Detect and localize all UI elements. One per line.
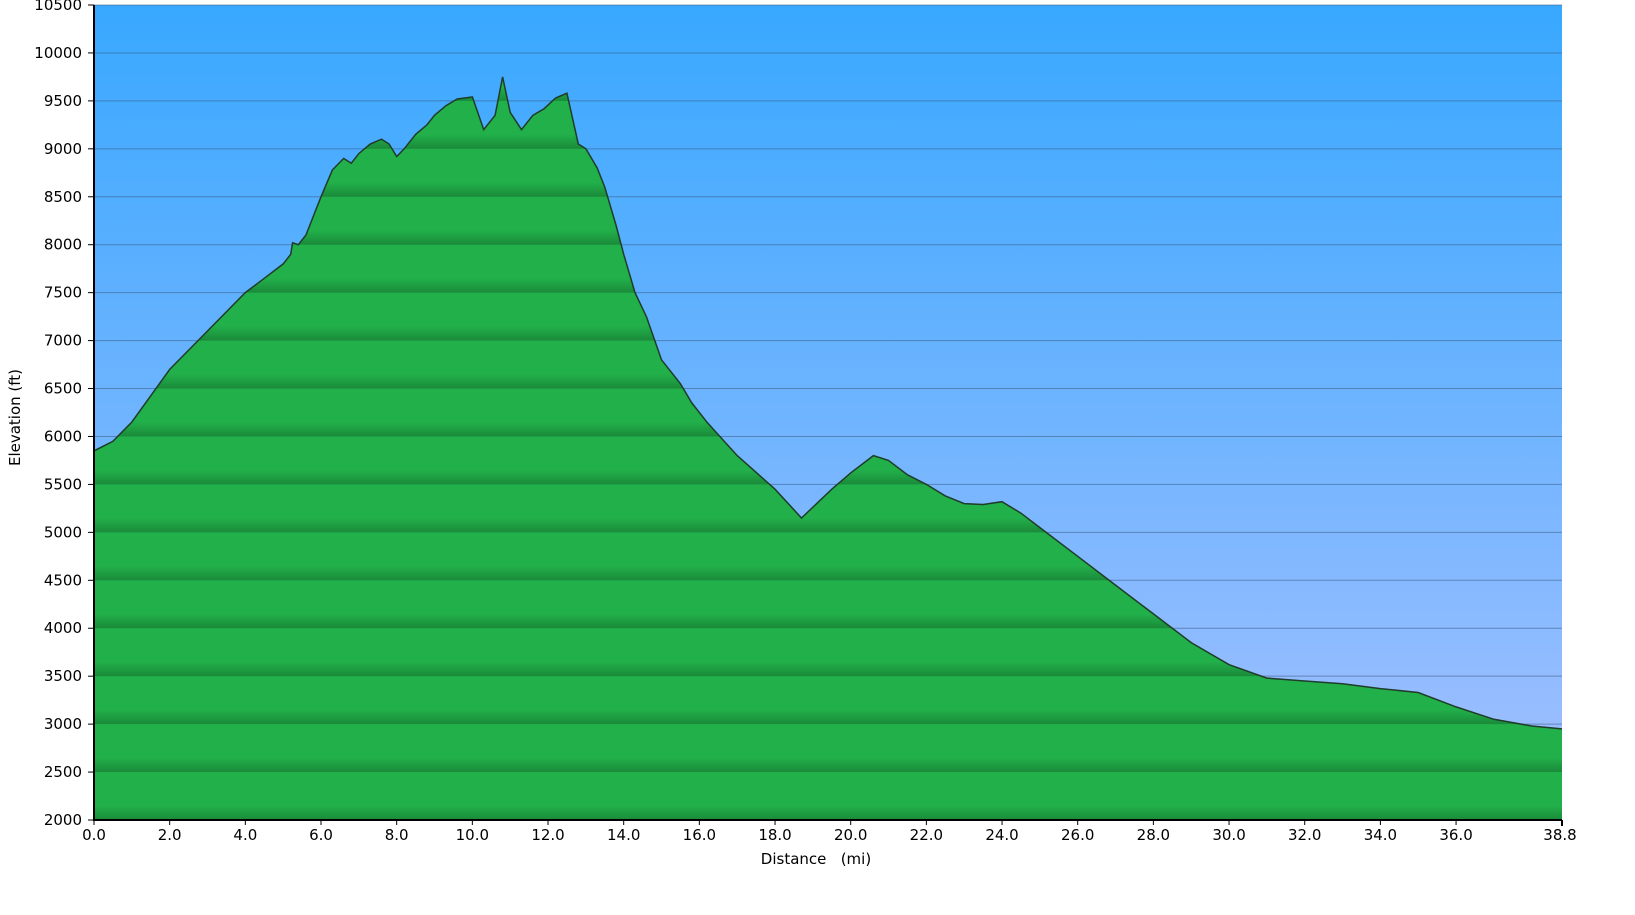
x-tick-label: 8.0 [385,826,409,844]
y-tick-label: 7500 [44,284,82,302]
x-axis-tick-labels: 0.0 2.0 4.0 6.0 8.0 10.0 12.0 14.0 16.0 18.0 20.0 2… [82,820,1577,844]
y-tick-label: 3500 [44,667,82,685]
x-tick-label: 28.0 [1137,826,1170,844]
y-tick-label: 10500 [34,0,82,14]
x-tick-label: 18.0 [758,826,791,844]
x-tick-label: 14.0 [607,826,640,844]
y-tick-label: 2000 [44,811,82,829]
x-tick-label: 26.0 [1061,826,1094,844]
y-tick-label: 10000 [34,44,82,62]
x-tick-label: 16.0 [683,826,716,844]
x-axis-title: Distance (mi) [761,850,871,868]
x-tick-label: 0.0 [82,826,106,844]
x-tick-label: 4.0 [233,826,257,844]
y-tick-label: 7000 [44,332,82,350]
y-tick-label: 2500 [44,763,82,781]
x-tick-label: 38.8 [1543,826,1576,844]
y-tick-label: 5000 [44,523,82,541]
x-tick-label: 6.0 [309,826,333,844]
y-tick-label: 6000 [44,427,82,445]
x-tick-label: 36.0 [1439,826,1472,844]
y-tick-label: 8500 [44,188,82,206]
y-tick-label: 4000 [44,619,82,637]
elevation-area [94,76,1562,820]
y-axis-title: Elevation (ft) [6,369,24,466]
y-tick-label: 8000 [44,236,82,254]
x-tick-label: 12.0 [531,826,564,844]
x-tick-label: 20.0 [834,826,867,844]
y-tick-label: 6500 [44,380,82,398]
y-axis-tick-labels: 2000 2500 3000 3500 4000 4500 5000 5500 6000 6500… [34,0,94,829]
y-tick-label: 9500 [44,92,82,110]
y-tick-label: 4500 [44,571,82,589]
x-tick-label: 2.0 [158,826,182,844]
x-tick-label: 24.0 [985,826,1018,844]
x-tick-label: 30.0 [1212,826,1245,844]
x-tick-label: 32.0 [1288,826,1321,844]
y-tick-label: 9000 [44,140,82,158]
x-tick-label: 22.0 [910,826,943,844]
y-tick-label: 3000 [44,715,82,733]
x-tick-label: 34.0 [1364,826,1397,844]
y-tick-label: 5500 [44,475,82,493]
elevation-profile-line [94,76,1562,730]
x-tick-label: 10.0 [456,826,489,844]
